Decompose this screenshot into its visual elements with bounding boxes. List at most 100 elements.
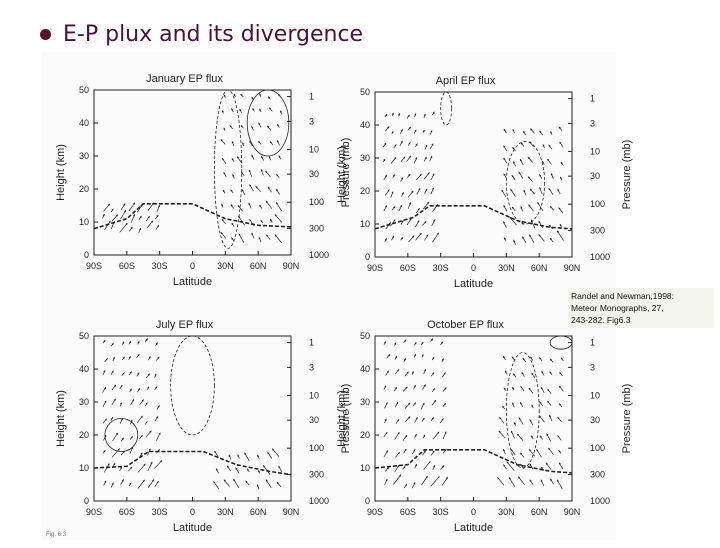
ep-flux-arrowhead: [407, 114, 410, 117]
x-tick-label: 60S: [119, 261, 135, 271]
ep-flux-arrowhead: [427, 172, 430, 175]
ep-flux-arrowhead: [411, 190, 414, 193]
ep-flux-arrowhead: [386, 370, 389, 373]
ep-flux-arrowhead: [150, 461, 153, 464]
tropopause-line: [374, 449, 573, 474]
ep-flux-arrowhead: [391, 112, 394, 115]
ep-flux-arrowhead: [384, 385, 387, 388]
pressure-tick-label: 100: [309, 197, 324, 207]
y-tick-label: 30: [79, 151, 89, 161]
ep-flux-arrowhead: [557, 479, 559, 482]
ep-flux-arrowhead: [425, 188, 428, 191]
ep-flux-arrowhead: [130, 419, 133, 422]
ep-flux-arrowhead: [424, 369, 426, 372]
y-axis-label: Height (km): [336, 146, 348, 203]
ep-flux-arrowhead: [541, 371, 544, 374]
y2-axis-label: Pressure (mb): [340, 138, 352, 208]
ep-flux-arrowhead: [265, 479, 268, 482]
ep-flux-arrowhead: [115, 214, 118, 217]
pressure-tick-label: 1000: [590, 496, 610, 506]
ep-flux-arrowhead: [529, 141, 532, 144]
ep-flux-arrowhead: [433, 465, 435, 468]
ep-flux-arrowhead: [103, 340, 106, 343]
ep-flux-arrowhead: [404, 448, 407, 452]
ep-flux-arrowhead: [510, 430, 513, 433]
ep-flux-arrowhead: [277, 140, 279, 143]
ep-flux-arrowhead: [393, 219, 396, 222]
y-tick-label: 50: [79, 331, 89, 341]
ep-flux-arrowhead: [405, 484, 407, 487]
ep-flux-arrowhead: [550, 173, 553, 176]
ep-flux-arrowhead: [432, 111, 435, 114]
ep-flux-arrowhead: [108, 220, 111, 223]
ep-flux-arrowhead: [530, 219, 533, 222]
ep-flux-arrowhead: [278, 465, 281, 468]
chart-title: April EP flux: [436, 75, 496, 87]
ep-flux-arrowhead: [403, 466, 406, 469]
ep-flux-arrowhead: [270, 141, 272, 144]
ep-flux-arrowhead: [128, 356, 131, 359]
ep-flux-arrowhead: [528, 387, 531, 390]
ep-flux-arrowhead: [132, 399, 134, 402]
ep-flux-arrowhead: [261, 156, 264, 159]
ep-flux-arrow: [262, 465, 271, 475]
ep-flux-arrowhead: [418, 188, 421, 191]
ep-flux-arrowhead: [411, 371, 414, 374]
ep-flux-arrowhead: [113, 384, 116, 387]
ep-flux-arrowhead: [537, 202, 540, 205]
ep-flux-arrowhead: [444, 387, 447, 390]
ep-flux-arrowhead: [255, 186, 258, 189]
plot-frame: [93, 89, 292, 256]
x-tick-label: 90N: [283, 261, 300, 271]
ep-flux-arrowhead: [431, 143, 434, 146]
ep-flux-arrowhead: [133, 214, 135, 217]
ep-flux-arrowhead: [384, 238, 387, 241]
ep-flux-arrowhead: [223, 172, 226, 175]
ep-flux-arrowhead: [228, 454, 231, 457]
ep-flux-arrowhead: [102, 213, 105, 217]
ep-flux-arrowhead: [113, 398, 116, 401]
ep-flux-arrowhead: [542, 161, 544, 164]
ep-flux-arrowhead: [388, 222, 391, 225]
ep-flux-arrowhead: [241, 189, 244, 192]
slide-title: E-P plux and its divergence: [40, 18, 363, 50]
y-tick-label: 50: [79, 85, 89, 95]
ep-flux-arrowhead: [523, 130, 526, 134]
y-tick-label: 40: [360, 120, 370, 130]
ep-flux-arrowhead: [151, 479, 154, 482]
ep-flux-arrowhead: [559, 224, 562, 227]
y-tick-label: 30: [360, 397, 370, 407]
ep-flux-arrowhead: [240, 94, 243, 97]
ep-flux-arrowhead: [528, 204, 531, 207]
ep-flux-arrowhead: [530, 128, 533, 131]
ep-flux-arrowhead: [220, 139, 223, 142]
x-tick-label: 30N: [498, 263, 515, 273]
ep-flux-arrowhead: [547, 401, 550, 404]
ep-flux-arrowhead: [385, 205, 387, 208]
ep-flux-arrowhead: [123, 203, 126, 206]
chart-title: October EP flux: [427, 319, 504, 331]
chart-january: January EP flux 90S 60S 30S 0 30N 60N 90N Latitu…: [55, 73, 352, 288]
ep-flux-arrowhead: [139, 216, 142, 219]
ep-flux-arrowhead: [223, 94, 226, 97]
ep-flux-arrowhead: [560, 161, 563, 165]
ep-flux-arrowhead: [549, 414, 552, 418]
ep-flux-arrowhead: [241, 172, 244, 175]
ep-flux-arrowhead: [140, 415, 143, 418]
ep-flux-arrowhead: [413, 482, 416, 485]
ep-flux-arrowhead: [550, 478, 553, 482]
ep-flux-arrowhead: [558, 450, 561, 453]
ep-flux-arrowhead: [541, 387, 543, 390]
chart-april: April EP flux 90S 60S 30S 0 30N 60N 90N Latitude…: [336, 75, 633, 290]
ep-flux-arrowhead: [122, 341, 124, 344]
ep-flux-arrowhead: [140, 204, 142, 207]
ep-flux-arrowhead: [426, 234, 428, 237]
ep-flux-arrowhead: [237, 156, 240, 159]
y-tick-label: 0: [84, 250, 89, 260]
ep-flux-arrowhead: [408, 416, 411, 419]
ep-flux-arrow: [506, 461, 515, 472]
ep-flux-arrowhead: [419, 174, 422, 177]
ep-flux-arrowhead: [432, 357, 434, 360]
ep-flux-arrowhead: [531, 404, 534, 407]
ep-flux-arrowhead: [156, 416, 158, 419]
